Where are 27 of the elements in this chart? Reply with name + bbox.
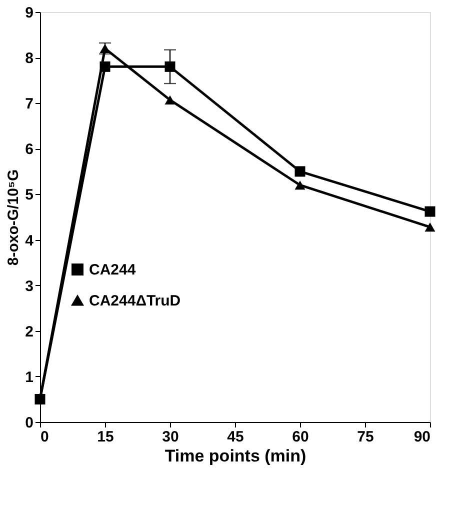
x-tick-label: 45 xyxy=(227,428,244,446)
point xyxy=(424,222,436,232)
y-tick-label: 6 xyxy=(25,141,34,158)
x-tick-label: 15 xyxy=(97,428,114,446)
x-tick-label: 90 xyxy=(414,428,430,446)
y-tick-label: 2 xyxy=(25,323,34,340)
y-tick-label: 0 xyxy=(25,414,34,432)
point xyxy=(424,206,436,217)
point xyxy=(100,61,110,72)
x-tick-label: 0 xyxy=(40,428,49,446)
y-tick-label: 4 xyxy=(25,232,34,250)
y-axis-title: 8-oxo-G/10⁵G xyxy=(5,169,22,266)
legend-label: CA244ΔTruD xyxy=(89,292,181,310)
point xyxy=(164,95,176,104)
legend-label: CA244 xyxy=(89,262,136,278)
y-tick-label: 7 xyxy=(25,96,34,113)
x-tick-label: 60 xyxy=(292,428,309,446)
y-tick-label: 9 xyxy=(25,4,34,22)
point xyxy=(294,180,306,190)
x-tick-label: 30 xyxy=(162,428,179,446)
point xyxy=(294,166,306,177)
x-axis-title: Time points (min) xyxy=(164,446,306,466)
y-tick-label: 1 xyxy=(25,368,34,386)
y-tick-label: 3 xyxy=(25,278,34,295)
y-tick-label: 8 xyxy=(25,50,34,68)
y-tick-label: 5 xyxy=(25,186,34,204)
x-tick-label: 75 xyxy=(357,428,374,446)
